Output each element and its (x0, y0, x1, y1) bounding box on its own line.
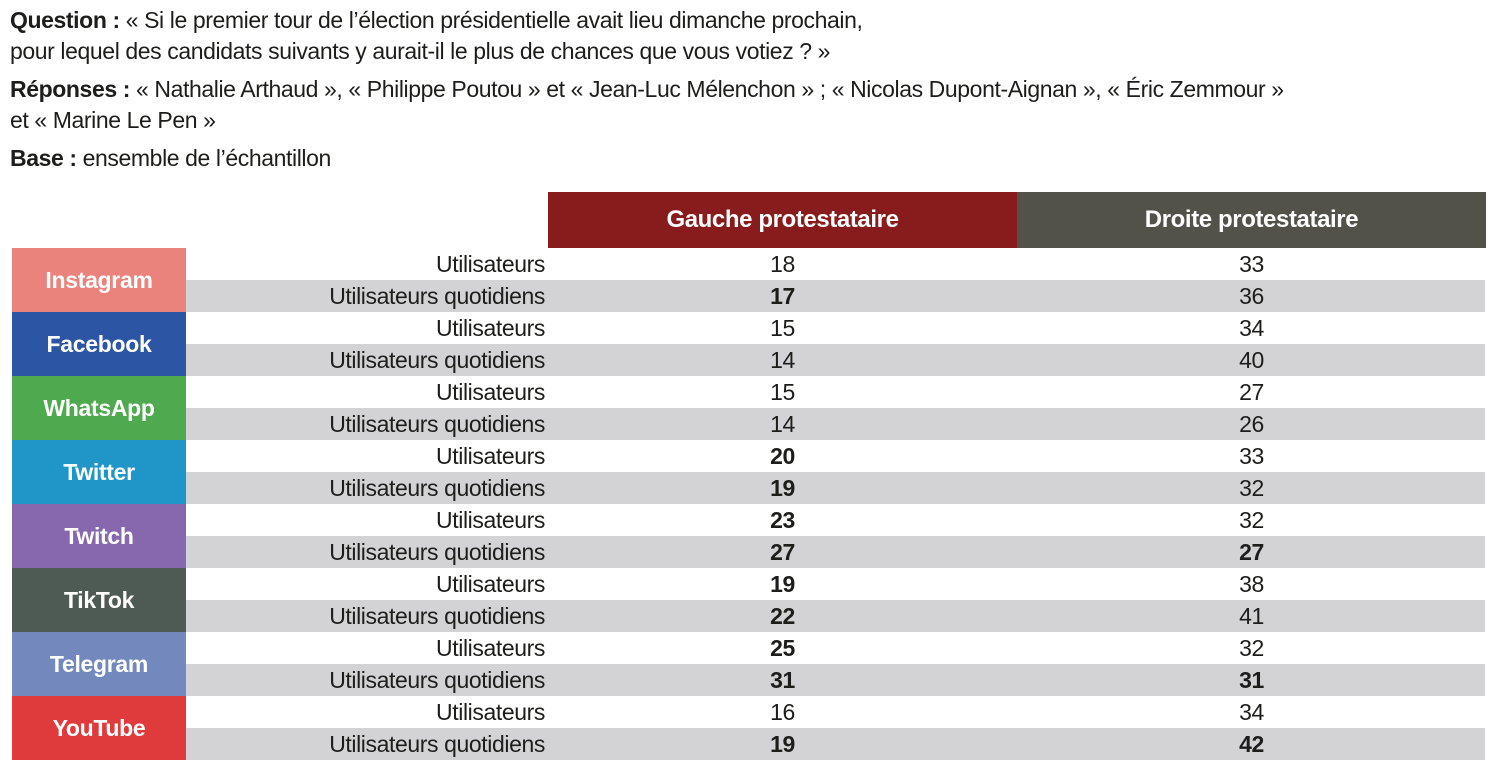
droite-value: 34 (1239, 699, 1264, 725)
column-header-droite-protestataire: Droite protestataire (1017, 192, 1486, 248)
base-label: Base : (10, 145, 77, 171)
question-line-1: Question : « Si le premier tour de l’éle… (10, 5, 863, 36)
row-label: Utilisateurs quotidiens (329, 283, 545, 309)
gauche-value: 31 (770, 667, 795, 693)
platform-label-telegram: Telegram (12, 632, 186, 696)
platform-label-twitter: Twitter (12, 440, 186, 504)
table-row: Utilisateurs 19 38 (186, 568, 1485, 600)
row-label: Utilisateurs (436, 315, 545, 341)
platform-label-instagram: Instagram (12, 248, 186, 312)
gauche-value: 14 (770, 347, 795, 373)
gauche-value: 19 (770, 731, 795, 757)
table-row: Utilisateurs quotidiens 19 42 (186, 728, 1485, 760)
droite-value: 32 (1239, 635, 1264, 661)
gauche-value: 14 (770, 411, 795, 437)
row-label: Utilisateurs quotidiens (329, 539, 545, 565)
droite-value: 36 (1239, 283, 1264, 309)
droite-value: 38 (1239, 571, 1264, 597)
droite-value: 27 (1239, 539, 1264, 565)
base-text: ensemble de l’échantillon (82, 145, 332, 171)
row-label: Utilisateurs (436, 443, 545, 469)
row-label: Utilisateurs quotidiens (329, 411, 545, 437)
row-label: Utilisateurs (436, 699, 545, 725)
table-row: Utilisateurs 20 33 (186, 440, 1485, 472)
table-row: Utilisateurs quotidiens 27 27 (186, 536, 1485, 568)
droite-value: 34 (1239, 315, 1264, 341)
gauche-value: 16 (770, 699, 795, 725)
table-row: Utilisateurs 18 33 (186, 248, 1485, 280)
droite-value: 26 (1239, 411, 1264, 437)
table-row: Utilisateurs quotidiens 19 32 (186, 472, 1485, 504)
droite-value: 33 (1239, 251, 1264, 277)
platform-label-tiktok: TikTok (12, 568, 186, 632)
responses-label: Réponses : (10, 76, 130, 102)
gauche-value: 18 (770, 251, 795, 277)
gauche-value: 23 (770, 507, 795, 533)
gauche-value: 19 (770, 571, 795, 597)
base-line: Base : ensemble de l’échantillon (10, 143, 331, 174)
gauche-value: 25 (770, 635, 795, 661)
row-label: Utilisateurs quotidiens (329, 347, 545, 373)
column-header-gauche-protestataire: Gauche protestataire (548, 192, 1017, 248)
table-row: Utilisateurs 15 27 (186, 376, 1485, 408)
question-line-2: pour lequel des candidats suivants y aur… (10, 36, 830, 67)
gauche-value: 27 (770, 539, 795, 565)
gauche-value: 17 (770, 283, 795, 309)
droite-value: 32 (1239, 507, 1264, 533)
table-row: Utilisateurs quotidiens 17 36 (186, 280, 1485, 312)
platform-label-whatsapp: WhatsApp (12, 376, 186, 440)
gauche-value: 22 (770, 603, 795, 629)
question-text-1: « Si le premier tour de l’élection prési… (125, 7, 863, 33)
droite-value: 42 (1239, 731, 1264, 757)
table-row: Utilisateurs quotidiens 31 31 (186, 664, 1485, 696)
gauche-value: 20 (770, 443, 795, 469)
row-label: Utilisateurs (436, 507, 545, 533)
table-row: Utilisateurs 23 32 (186, 504, 1485, 536)
gauche-value: 19 (770, 475, 795, 501)
row-label: Utilisateurs quotidiens (329, 475, 545, 501)
table-row: Utilisateurs quotidiens 22 41 (186, 600, 1485, 632)
gauche-value: 15 (770, 379, 795, 405)
droite-value: 41 (1239, 603, 1264, 629)
question-label: Question : (10, 7, 120, 33)
row-label: Utilisateurs quotidiens (329, 731, 545, 757)
responses-line-1: Réponses : « Nathalie Arthaud », « Phili… (10, 74, 1284, 105)
droite-value: 33 (1239, 443, 1264, 469)
row-label: Utilisateurs (436, 379, 545, 405)
row-label: Utilisateurs (436, 571, 545, 597)
droite-value: 40 (1239, 347, 1264, 373)
row-label: Utilisateurs (436, 251, 545, 277)
row-label: Utilisateurs (436, 635, 545, 661)
platform-label-youtube: YouTube (12, 696, 186, 760)
table-row: Utilisateurs quotidiens 14 40 (186, 344, 1485, 376)
question-text-2: pour lequel des candidats suivants y aur… (10, 38, 831, 64)
row-label: Utilisateurs quotidiens (329, 667, 545, 693)
table-row: Utilisateurs 25 32 (186, 632, 1485, 664)
gauche-value: 15 (770, 315, 795, 341)
table-row: Utilisateurs quotidiens 14 26 (186, 408, 1485, 440)
droite-value: 31 (1239, 667, 1264, 693)
responses-line-2: et « Marine Le Pen » (10, 105, 216, 136)
platform-label-facebook: Facebook (12, 312, 186, 376)
table-row: Utilisateurs 15 34 (186, 312, 1485, 344)
responses-text-1: « Nathalie Arthaud », « Philippe Poutou … (135, 76, 1284, 102)
droite-value: 32 (1239, 475, 1264, 501)
row-label: Utilisateurs quotidiens (329, 603, 545, 629)
responses-text-2: et « Marine Le Pen » (10, 107, 216, 133)
platform-label-twitch: Twitch (12, 504, 186, 568)
table-row: Utilisateurs 16 34 (186, 696, 1485, 728)
droite-value: 27 (1239, 379, 1264, 405)
